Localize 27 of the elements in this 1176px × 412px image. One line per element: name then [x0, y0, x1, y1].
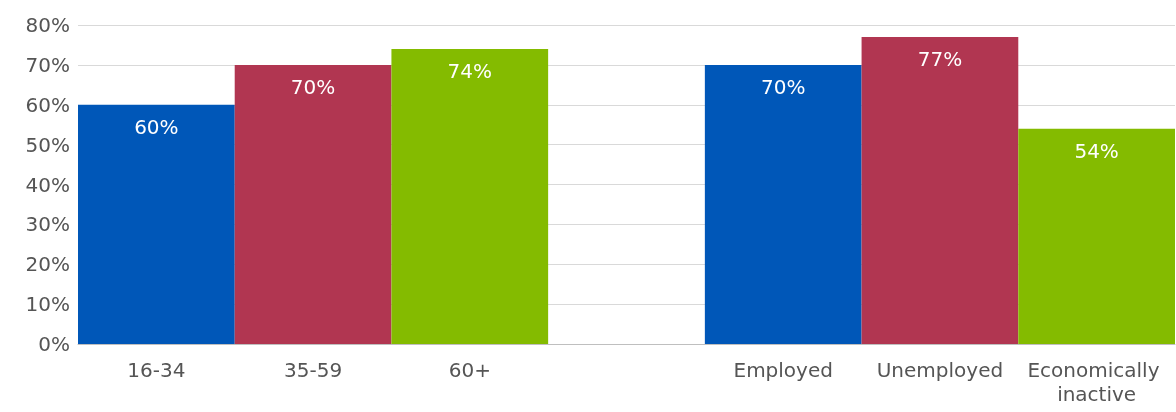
y-tick-label: 20% [25, 252, 70, 277]
x-tick-label: Unemployed [876, 358, 1004, 382]
y-tick-label: 60% [25, 92, 70, 117]
data-label: 70% [760, 74, 806, 99]
bar [78, 104, 235, 344]
data-label: 74% [447, 58, 493, 83]
x-tick-label: 35-59 [284, 358, 343, 382]
data-label: 77% [917, 46, 963, 71]
data-label: 70% [290, 74, 336, 99]
data-label: 60% [134, 114, 179, 139]
bar [861, 36, 1019, 344]
x-tick-label: Economically inactive [1027, 358, 1166, 406]
x-tick-label: 60+ [448, 358, 491, 382]
y-tick-label: 70% [25, 52, 70, 77]
x-tick-label: 16-34 [127, 358, 186, 382]
bar [704, 64, 862, 344]
bar [391, 48, 549, 344]
y-tick-label: 10% [25, 292, 70, 317]
bar [1018, 128, 1175, 344]
x-tick-label: Employed [733, 358, 833, 382]
y-tick-label: 50% [25, 132, 70, 157]
y-tick-label: 40% [25, 172, 70, 197]
data-label: 54% [1074, 138, 1119, 163]
y-tick-label: 30% [25, 212, 70, 237]
bar [234, 64, 392, 344]
y-tick-label: 0% [38, 332, 70, 356]
y-tick-label: 80% [25, 13, 70, 37]
